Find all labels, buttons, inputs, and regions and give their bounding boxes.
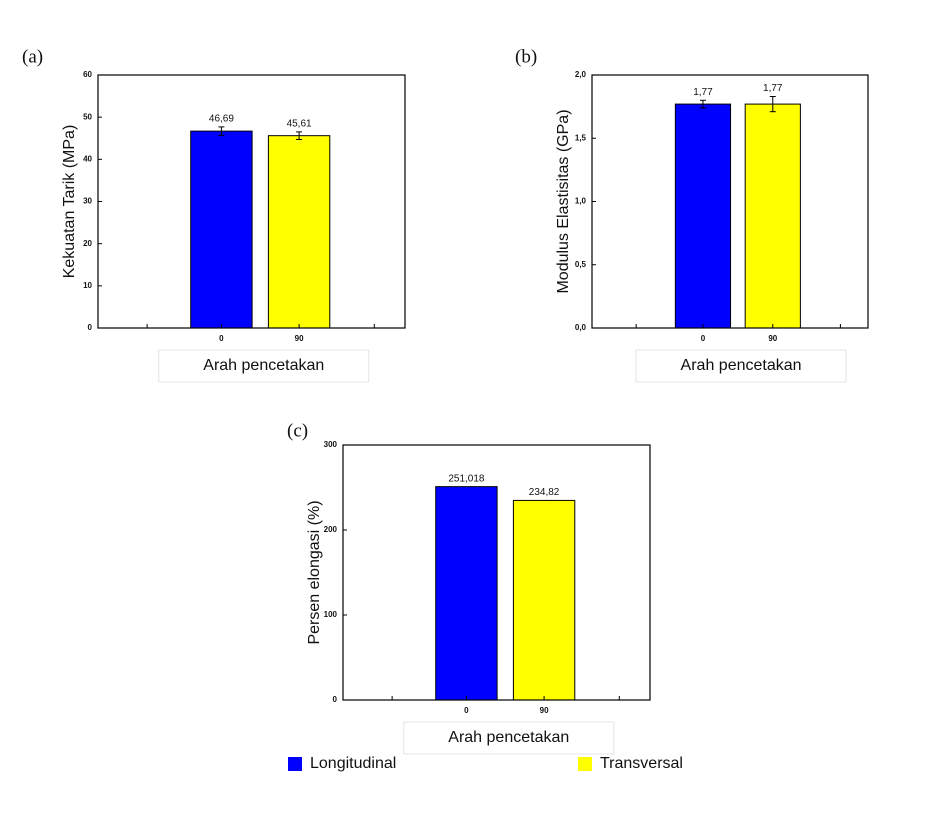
y-tick-label: 10 (83, 281, 92, 290)
y-tick-label: 40 (83, 154, 92, 163)
axes-frame (591, 74, 869, 329)
value-label: 1,77 (763, 83, 783, 94)
axes-frame (97, 74, 406, 329)
x-axis-label: Arah pencetakan (448, 729, 569, 746)
y-tick-label: 2,0 (575, 70, 587, 79)
error-bar (218, 126, 225, 136)
y-tick-label: 1,0 (575, 197, 587, 206)
bar (674, 103, 732, 329)
y-axis-label: Kekuatan Tarik (MPa) (61, 125, 78, 279)
x-tick-label: 0 (701, 334, 706, 343)
y-tick-label: 200 (324, 525, 338, 534)
bar (744, 103, 801, 329)
legend-swatch (288, 757, 302, 771)
y-tick-label: 0,0 (575, 323, 587, 332)
value-label: 46,69 (209, 114, 234, 125)
xlabel-box (403, 721, 615, 755)
error-bar (769, 96, 776, 113)
y-tick-label: 0 (333, 695, 338, 704)
y-tick-label: 20 (83, 239, 92, 248)
axes-frame (342, 444, 651, 701)
x-tick-label: 90 (295, 334, 304, 343)
x-tick-label: 90 (768, 334, 777, 343)
y-axis-label: Modulus Elastisitas (GPa) (555, 109, 572, 293)
error-bar (699, 99, 706, 109)
legend-swatch (578, 757, 592, 771)
y-tick-label: 100 (324, 610, 338, 619)
value-label: 251,018 (448, 473, 485, 484)
legend-label: Transversal (600, 755, 683, 772)
x-axis-label: Arah pencetakan (681, 357, 802, 374)
panel-label: (c) (287, 420, 308, 441)
legend-label: Longitudinal (310, 755, 396, 772)
bar (267, 135, 331, 329)
value-label: 45,61 (287, 119, 312, 130)
y-tick-label: 0 (88, 323, 93, 332)
bar (435, 486, 498, 701)
y-tick-label: 50 (83, 112, 92, 121)
y-tick-label: 300 (324, 440, 338, 449)
value-label: 234,82 (529, 487, 560, 498)
bar (190, 130, 253, 329)
x-axis-label: Arah pencetakan (203, 357, 324, 374)
x-tick-label: 90 (540, 706, 549, 715)
bar (512, 499, 576, 701)
y-tick-label: 30 (83, 197, 92, 206)
x-tick-label: 0 (464, 706, 469, 715)
y-axis-label: Persen elongasi (%) (306, 500, 323, 644)
y-tick-label: 0,5 (575, 260, 587, 269)
panel-label: (b) (515, 46, 537, 67)
y-tick-label: 60 (83, 70, 92, 79)
xlabel-box (158, 349, 370, 383)
xlabel-box (635, 349, 847, 383)
error-bar (296, 131, 303, 140)
x-tick-label: 0 (219, 334, 224, 343)
y-tick-label: 1,5 (575, 133, 587, 142)
panel-label: (a) (22, 46, 43, 67)
value-label: 1,77 (693, 87, 713, 98)
